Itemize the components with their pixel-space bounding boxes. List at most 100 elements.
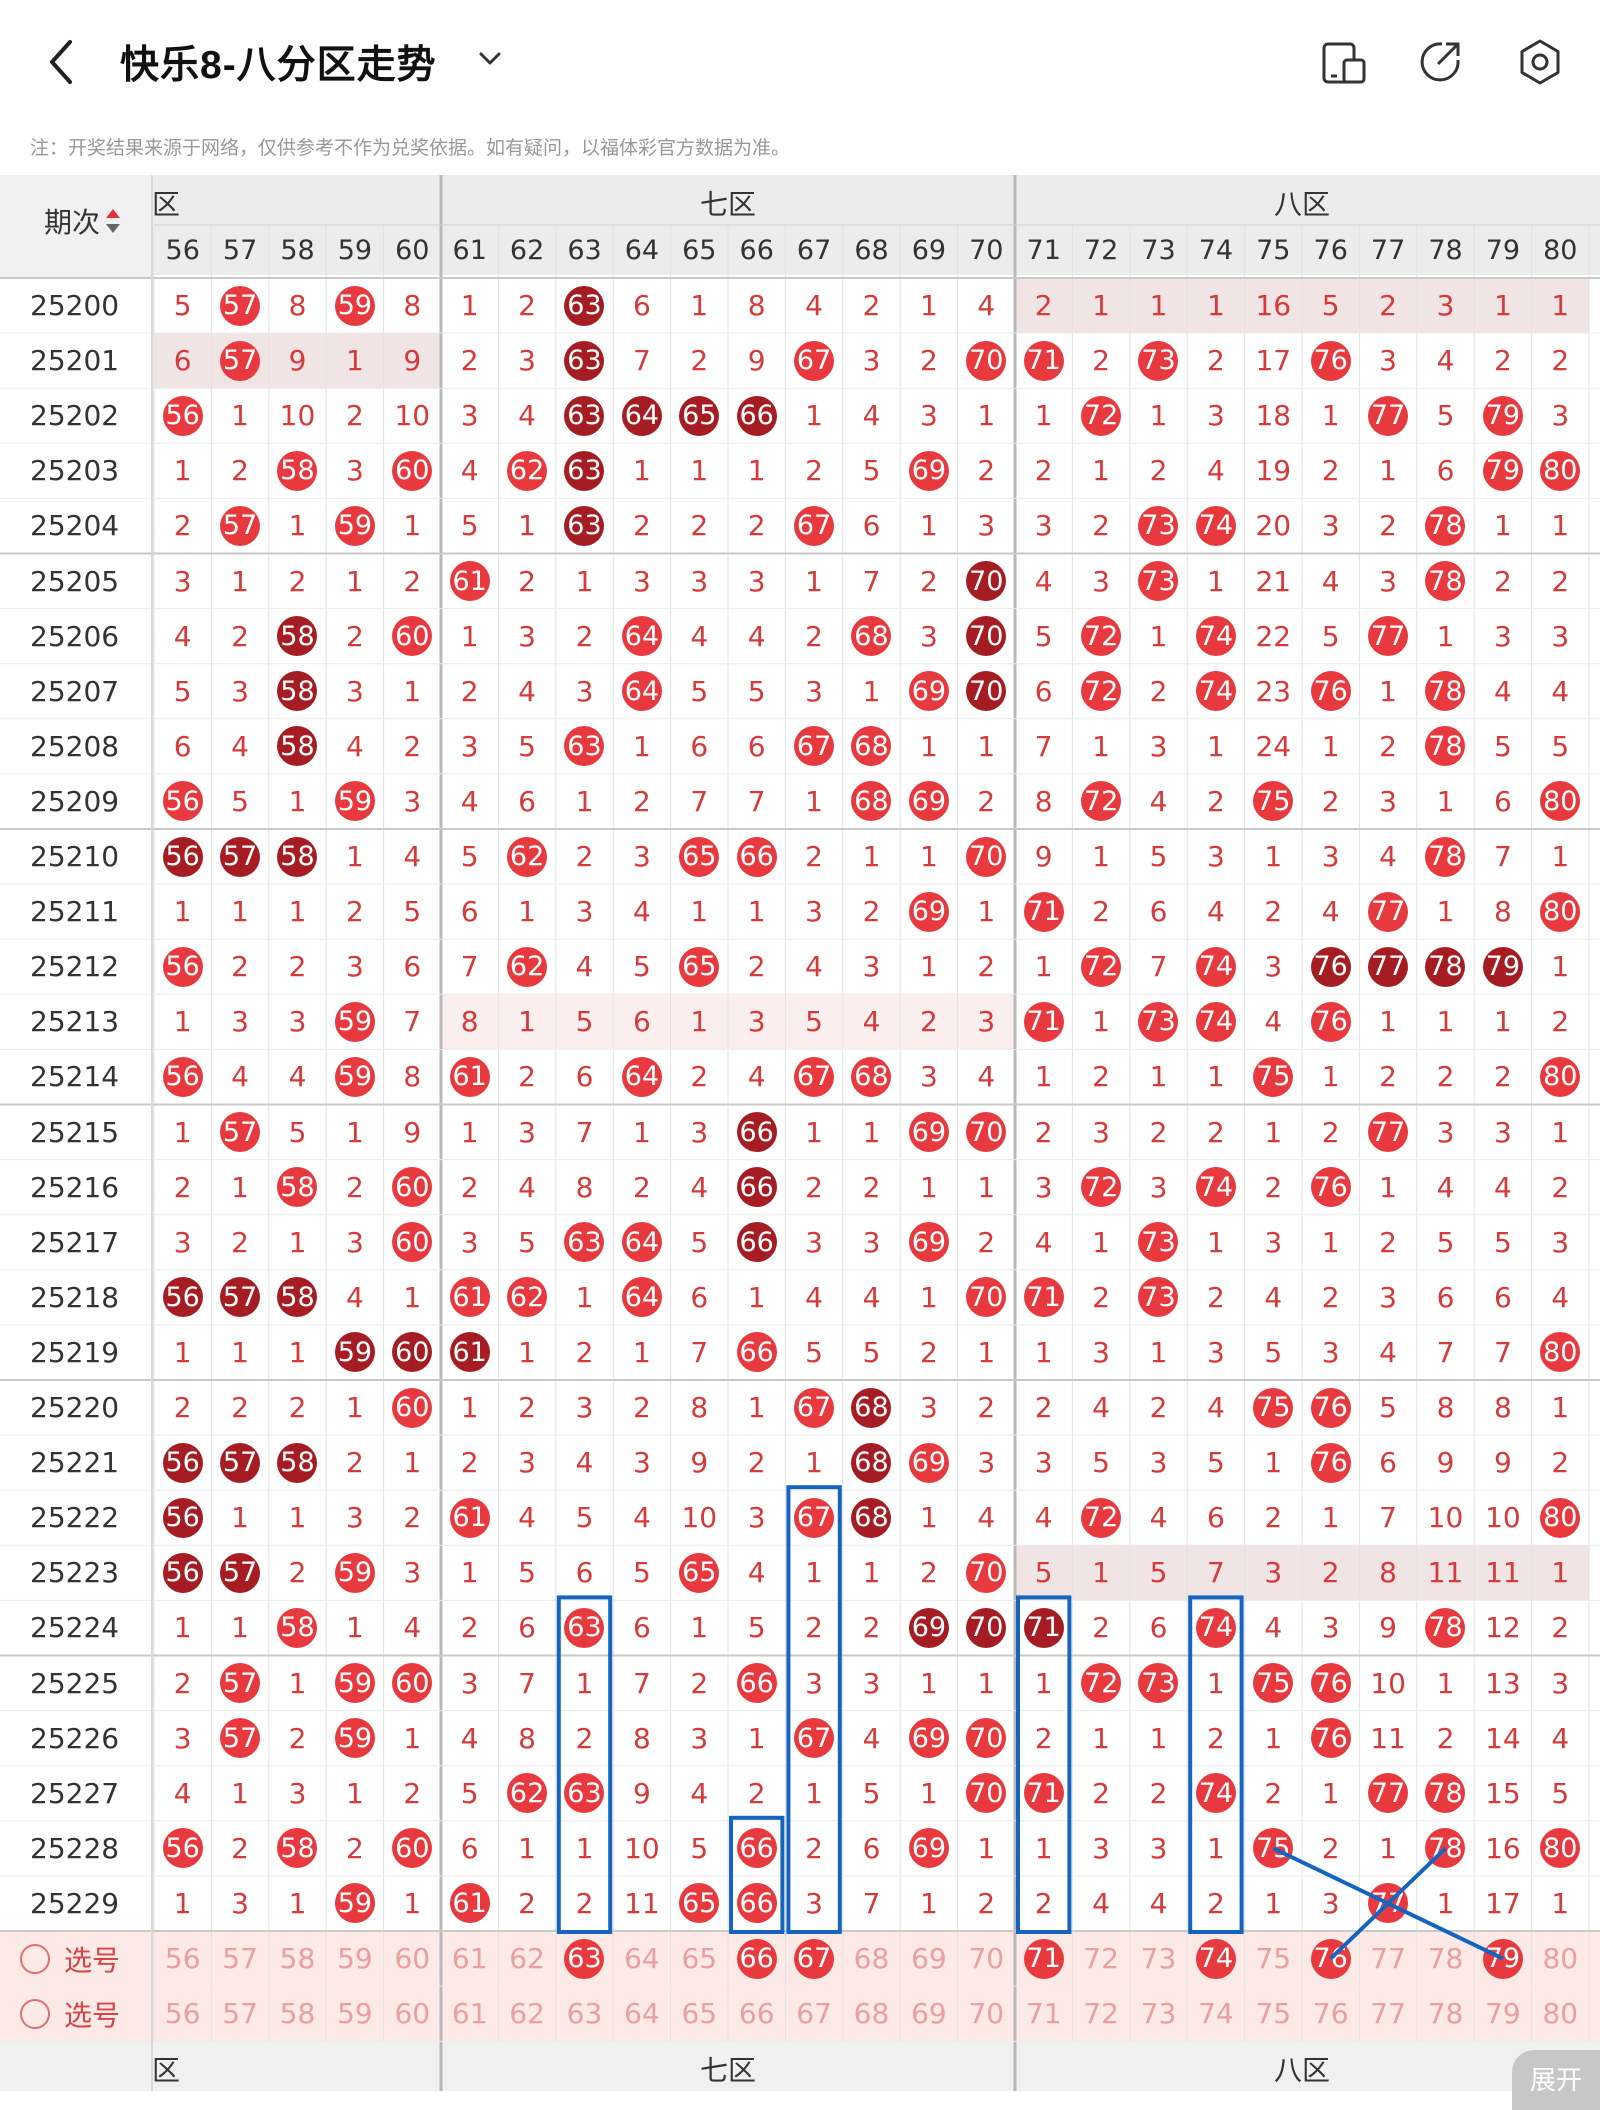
miss-count-cell: 3 [1149,729,1168,763]
miss-count-cell: 2 [919,564,938,598]
repeat-number-ball: 58 [277,671,318,712]
number-ball: 75 [1253,1056,1294,1097]
selectable-number[interactable]: 56 [164,1942,201,1976]
selectable-number[interactable]: 64 [624,1997,660,2031]
drawn-number-ball: 59 [326,994,383,1049]
number-ball: 77 [1368,616,1409,657]
selectable-number[interactable]: 61 [451,1942,488,1976]
selectable-number[interactable]: 79 [1485,1997,1521,2031]
miss-count-cell: 3 [231,674,249,708]
selected-ball[interactable]: 74 [1195,1938,1236,1979]
selectable-number[interactable]: 65 [681,1997,718,2031]
share-icon[interactable] [1414,36,1466,88]
miss-count-cell: 2 [1206,784,1225,818]
selectable-number[interactable]: 61 [451,1997,488,2031]
selectable-number[interactable]: 80 [1542,1997,1579,2031]
selectable-number[interactable]: 59 [337,1942,373,1976]
selected-number-ball[interactable]: 71 [1015,1931,1072,1986]
radio-icon[interactable] [20,1943,50,1974]
miss-count-cell: 3 [919,1391,938,1425]
selectable-number[interactable]: 78 [1427,1997,1464,2031]
number-ball: 64 [621,671,662,712]
miss-count-cell: 1 [231,1611,249,1645]
miss-count-cell: 4 [1321,564,1340,598]
drawn-number-ball: 68 [843,1049,900,1104]
selected-ball[interactable]: 66 [736,1938,777,1979]
miss-count-cell: 1 [288,1335,307,1369]
period-header[interactable]: 期次 [44,201,122,241]
sort-up-down-icon[interactable] [104,206,122,236]
selectable-number[interactable]: 77 [1370,1942,1406,1976]
selectable-number[interactable]: 56 [164,1997,201,2031]
selectable-number[interactable]: 74 [1198,1997,1234,2031]
selectable-number[interactable]: 77 [1370,1997,1406,2031]
selectable-number[interactable]: 65 [681,1942,718,1976]
selectable-number[interactable]: 73 [1140,1942,1177,1976]
miss-count-cell: 4 [1493,674,1512,708]
selectable-number[interactable]: 59 [337,1997,373,2031]
selectable-number[interactable]: 73 [1140,1997,1177,2031]
selectable-number[interactable]: 78 [1427,1942,1464,1976]
selectable-number[interactable]: 62 [509,1942,545,1976]
miss-count-cell: 2 [231,1225,249,1259]
selectable-number[interactable]: 75 [1255,1942,1292,1976]
selectable-number[interactable]: 68 [853,1997,890,2031]
selectable-number[interactable]: 66 [738,1997,775,2031]
selectable-number[interactable]: 63 [566,1997,603,2031]
miss-count-cell: 2 [1321,1556,1340,1590]
period-cell: 25223 [30,1556,120,1590]
selectable-number[interactable]: 68 [853,1942,890,1976]
selectable-number[interactable]: 70 [968,1997,1005,2031]
selector-row-label[interactable]: 选号 [20,1931,120,1986]
selected-number-ball[interactable]: 79 [1474,1931,1531,1986]
expand-button[interactable]: 展开 [1512,2050,1600,2110]
selected-ball[interactable]: 67 [794,1938,835,1979]
chevron-left-icon[interactable] [40,32,88,92]
radio-icon[interactable] [20,1998,50,2029]
selectable-number[interactable]: 62 [509,1997,545,2031]
selected-ball[interactable]: 79 [1482,1938,1523,1979]
number-ball: 73 [1138,1277,1179,1318]
selected-number-ball[interactable]: 67 [785,1931,842,1986]
selectable-number[interactable]: 71 [1025,1997,1062,2031]
selector-row-label[interactable]: 选号 [20,1986,120,2041]
selected-number-ball[interactable]: 63 [556,1931,613,1986]
miss-count-cell: 1 [805,564,823,598]
selectable-number[interactable]: 58 [279,1997,316,2031]
selected-number-ball[interactable]: 74 [1187,1931,1244,1986]
selectable-number[interactable]: 57 [222,1942,258,1976]
chevron-down-icon[interactable] [474,42,506,74]
selectable-number[interactable]: 69 [911,1997,947,2031]
selected-number-ball[interactable]: 66 [728,1931,785,1986]
selected-ball[interactable]: 71 [1023,1938,1064,1979]
miss-count-cell: 2 [345,1170,364,1204]
selectable-number[interactable]: 60 [394,1997,431,2031]
miss-count-cell: 15 [1485,1776,1521,1810]
selectable-number[interactable]: 72 [1083,1997,1119,2031]
selected-number-ball[interactable]: 76 [1302,1931,1359,1986]
miss-count-cell: 4 [460,1721,479,1755]
number-ball: 66 [736,1883,777,1924]
selectable-number[interactable]: 57 [222,1997,258,2031]
selectable-number[interactable]: 58 [279,1942,316,1976]
selectable-number[interactable]: 69 [911,1942,947,1976]
page-title[interactable]: 快乐8-八分区走势 [120,44,437,87]
drawn-number-ball: 64 [613,664,670,719]
selectable-number[interactable]: 60 [394,1942,431,1976]
selectable-number[interactable]: 76 [1312,1997,1349,2031]
miss-count-cell: 9 [1034,840,1053,874]
selectable-number[interactable]: 70 [968,1942,1005,1976]
selectable-number[interactable]: 75 [1255,1997,1292,2031]
drawn-number-ball: 68 [843,1435,900,1490]
miss-count-cell: 2 [575,1886,594,1920]
miss-count-cell: 1 [173,895,192,929]
settings-icon[interactable] [1514,36,1566,88]
device-switch-icon[interactable] [1318,36,1370,88]
selectable-number[interactable]: 80 [1542,1942,1579,1976]
selectable-number[interactable]: 72 [1083,1942,1119,1976]
selected-ball[interactable]: 63 [564,1938,605,1979]
selected-ball[interactable]: 76 [1310,1938,1351,1979]
selectable-number[interactable]: 67 [796,1997,832,2031]
miss-count-cell: 3 [1149,1446,1168,1480]
selectable-number[interactable]: 64 [624,1942,660,1976]
